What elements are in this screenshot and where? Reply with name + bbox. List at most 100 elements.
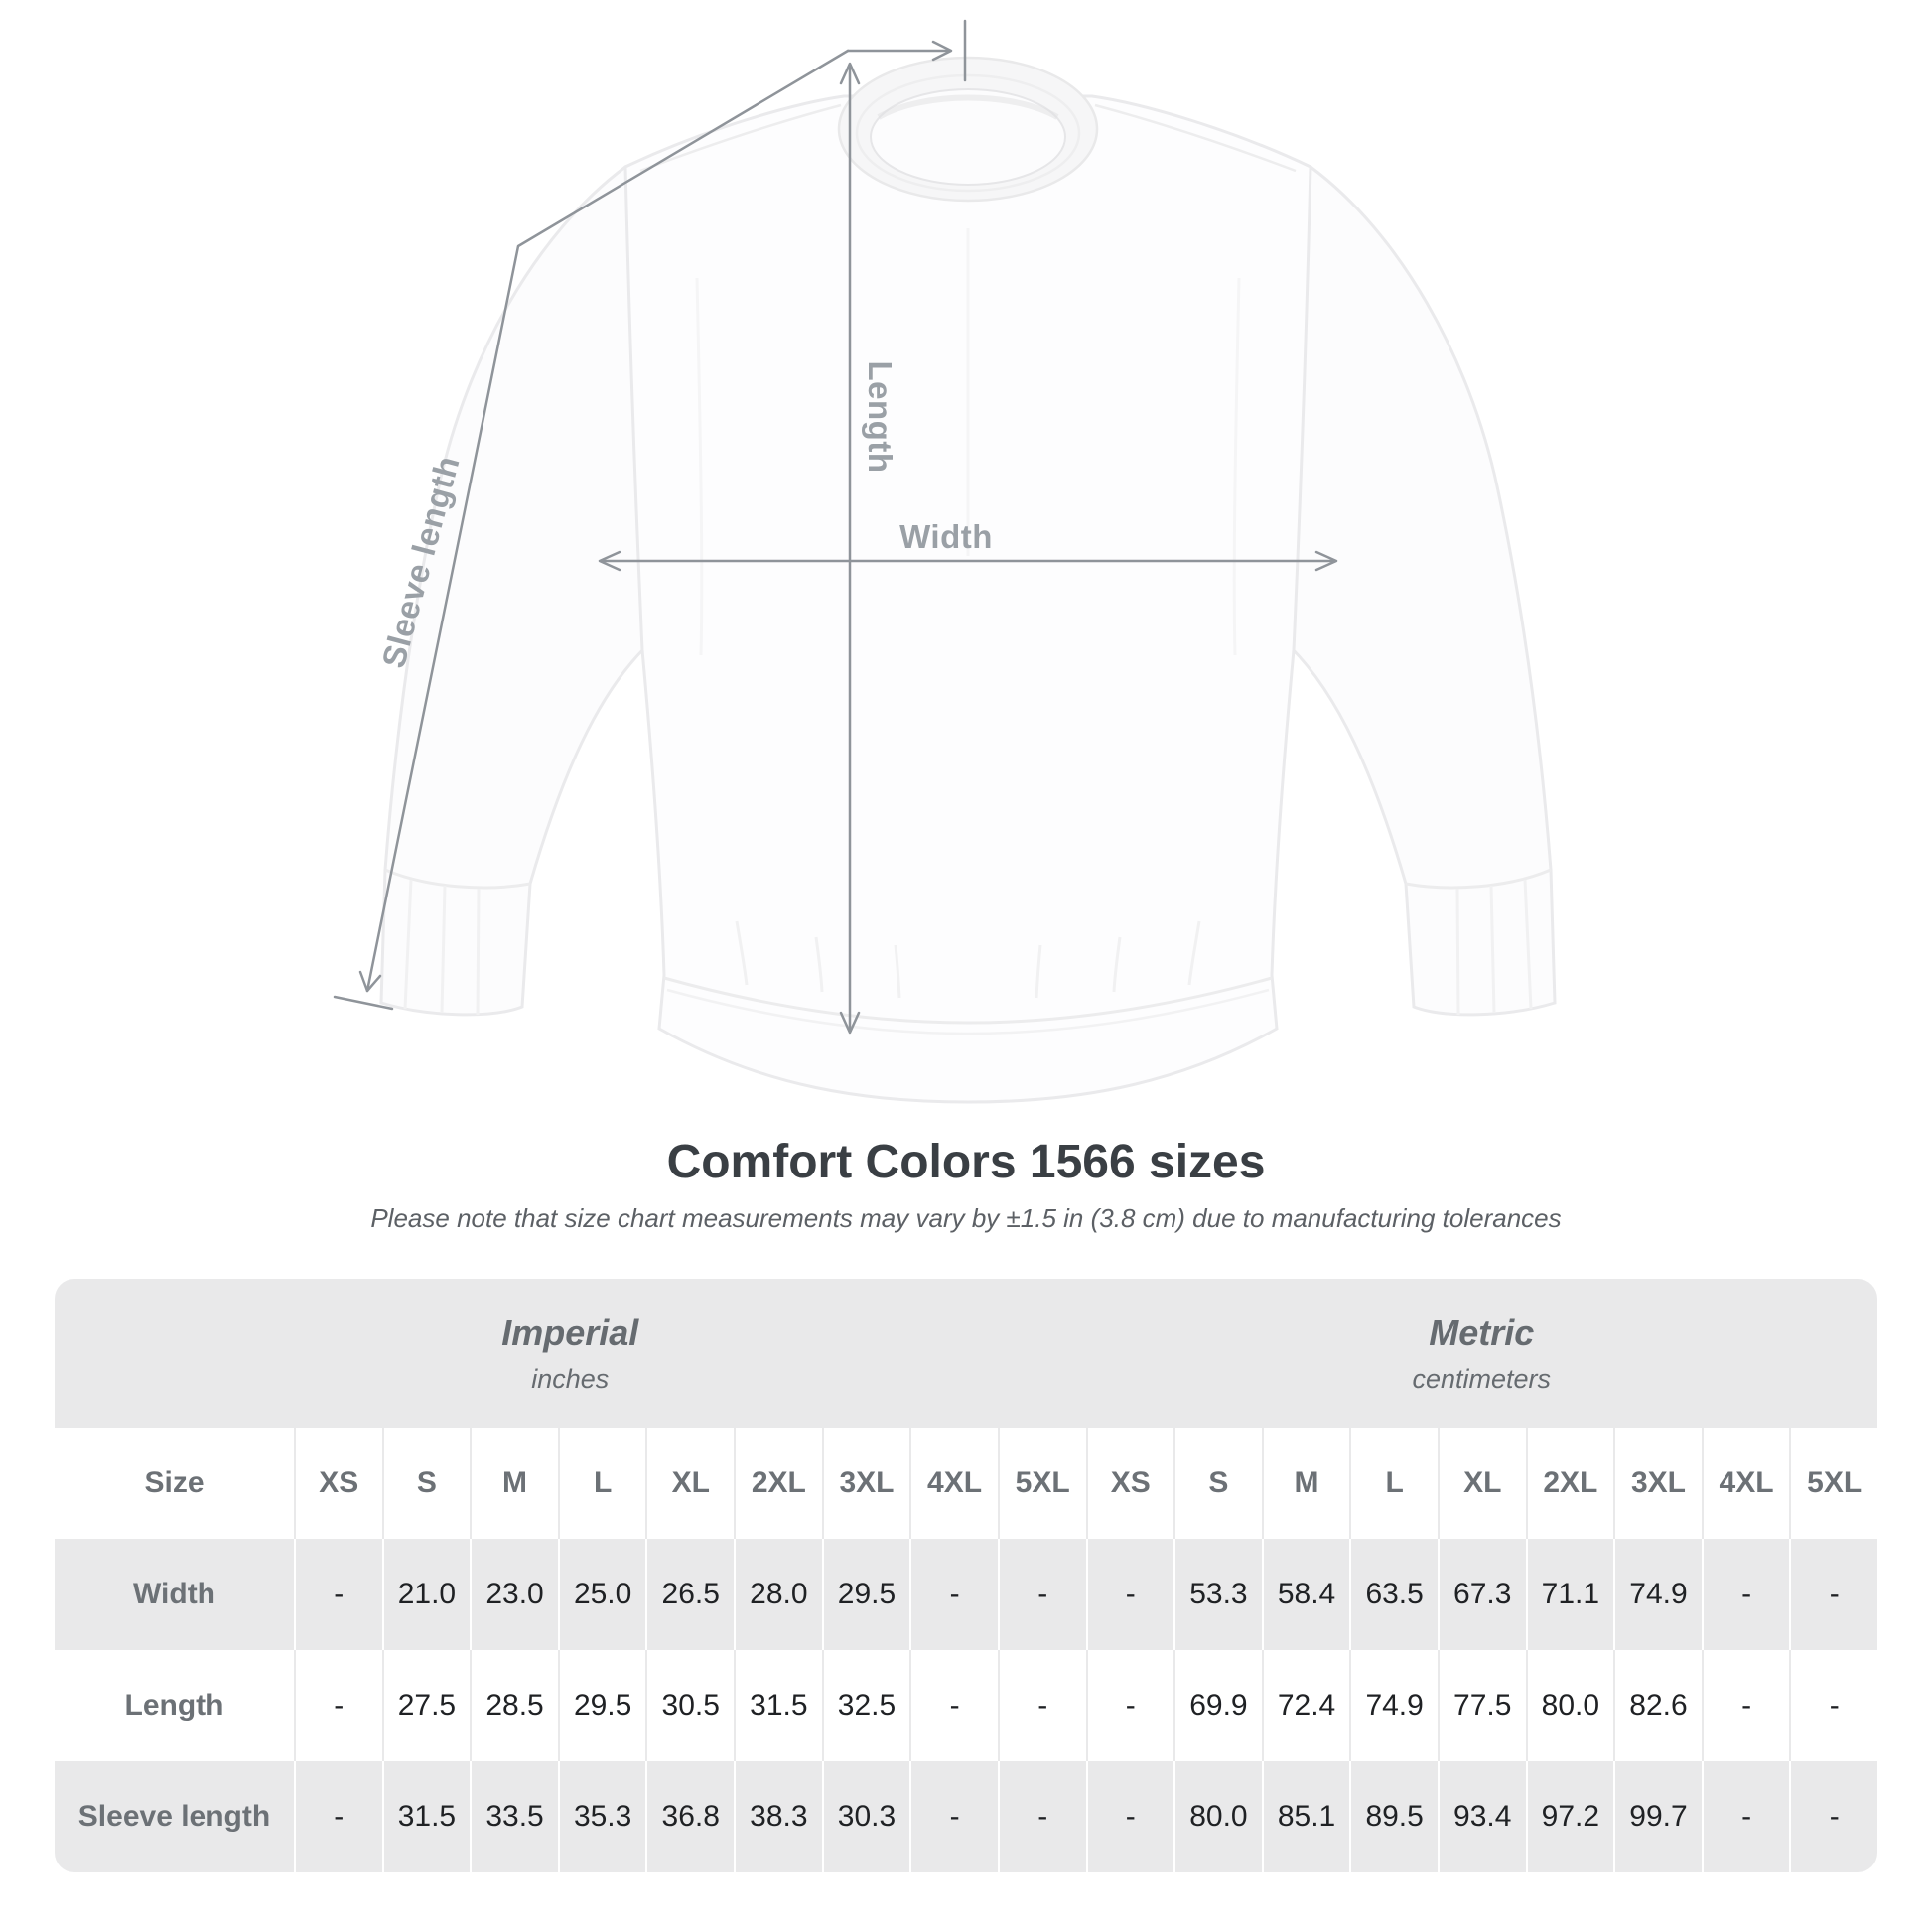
col-header-metric-2xl: 2XL	[1525, 1428, 1614, 1539]
table-cell: -	[997, 1539, 1086, 1650]
size-header-row: Size XS S M L XL 2XL 3XL 4XL 5XL XS S M …	[55, 1428, 1877, 1539]
table-cell: 93.4	[1437, 1761, 1526, 1872]
length-measurement-label: Length	[862, 360, 898, 474]
metric-unit: centimeters	[1412, 1363, 1552, 1394]
table-cell: 58.4	[1261, 1539, 1350, 1650]
sleeve-length-arrow	[358, 970, 382, 993]
table-cell: -	[294, 1539, 382, 1650]
length-arrow-bottom	[839, 1011, 861, 1035]
table-cell: -	[1701, 1539, 1790, 1650]
sleeve-length-line	[365, 49, 850, 993]
table-cell: 77.5	[1437, 1650, 1526, 1761]
table-row-sleeve-length: Sleeve length - 31.5 33.5 35.3 36.8 38.3…	[55, 1761, 1877, 1872]
col-header-metric-xs: XS	[1085, 1428, 1174, 1539]
table-cell: 82.6	[1613, 1650, 1702, 1761]
table-cell: 36.8	[645, 1761, 734, 1872]
col-header-metric-s: S	[1173, 1428, 1262, 1539]
unit-band: Imperial inches Metric centimeters	[55, 1279, 1877, 1428]
col-header-metric-xl: XL	[1437, 1428, 1526, 1539]
right-cuff-seam	[1405, 868, 1552, 890]
body	[623, 94, 1312, 1104]
table-cell: 72.4	[1261, 1650, 1350, 1761]
col-header-imperial-4xl: 4XL	[909, 1428, 998, 1539]
table-cell: -	[1789, 1650, 1877, 1761]
table-cell: 31.5	[381, 1761, 471, 1872]
table-cell: 30.5	[645, 1650, 734, 1761]
width-arrow-right	[1314, 550, 1338, 572]
table-cell: 28.0	[734, 1539, 822, 1650]
row-label: Length	[124, 1689, 224, 1722]
body-creases	[695, 227, 1241, 656]
table-cell: 67.3	[1437, 1539, 1526, 1650]
table-cell: 80.0	[1173, 1761, 1262, 1872]
imperial-label: Imperial	[501, 1311, 639, 1353]
col-header-metric-3xl: 3XL	[1613, 1428, 1702, 1539]
collar-inner	[870, 88, 1066, 186]
table-cell: -	[997, 1650, 1086, 1761]
table-cell: -	[1789, 1539, 1877, 1650]
table-cell: 38.3	[734, 1761, 822, 1872]
imperial-unit: inches	[531, 1363, 610, 1394]
col-header-imperial-5xl: 5XL	[997, 1428, 1086, 1539]
collar-inner-shadow	[877, 94, 1059, 120]
table-cell: -	[294, 1650, 382, 1761]
size-column-header: Size	[144, 1466, 205, 1499]
sleeve-length-tick	[333, 995, 394, 1011]
left-cuff-ribs	[403, 879, 481, 1016]
table-cell: -	[1085, 1761, 1174, 1872]
table-cell: -	[1085, 1539, 1174, 1650]
left-cuff-seam	[384, 868, 531, 890]
table-cell: 69.9	[1173, 1650, 1262, 1761]
table-cell: -	[294, 1761, 382, 1872]
sweatshirt-illustration	[333, 19, 1557, 1104]
width-measurement-label: Width	[899, 518, 993, 555]
table-cell: 53.3	[1173, 1539, 1262, 1650]
col-header-metric-4xl: 4XL	[1701, 1428, 1790, 1539]
table-cell: 71.1	[1525, 1539, 1614, 1650]
waistband-seam-2	[666, 988, 1270, 1035]
table-cell: 85.1	[1261, 1761, 1350, 1872]
table-cell: -	[909, 1650, 998, 1761]
sweatshirt-diagram: Length Width Sleeve length	[333, 19, 1557, 1104]
col-header-imperial-s: S	[381, 1428, 471, 1539]
table-cell: 97.2	[1525, 1761, 1614, 1872]
row-label: Width	[132, 1578, 216, 1610]
table-cell: 29.5	[557, 1650, 646, 1761]
table-cell: 26.5	[645, 1539, 734, 1650]
table-cell: 30.3	[821, 1761, 910, 1872]
row-label: Sleeve length	[77, 1800, 271, 1833]
col-header-metric-m: M	[1261, 1428, 1350, 1539]
table-cell: 99.7	[1613, 1761, 1702, 1872]
tolerance-note: Please note that size chart measurements…	[370, 1203, 1562, 1233]
col-header-imperial-m: M	[470, 1428, 558, 1539]
table-cell: 28.5	[470, 1650, 558, 1761]
col-header-imperial-l: L	[557, 1428, 646, 1539]
size-table: Imperial inches Metric centimeters Size …	[55, 1279, 1877, 1872]
table-cell: 23.0	[470, 1539, 558, 1650]
table-cell: 21.0	[381, 1539, 471, 1650]
measurement-lines	[333, 19, 1338, 1035]
table-cell: -	[909, 1539, 998, 1650]
table-cell: 31.5	[734, 1650, 822, 1761]
table-cell: 74.9	[1613, 1539, 1702, 1650]
table-row-length: Length - 27.5 28.5 29.5 30.5 31.5 32.5 -…	[55, 1650, 1877, 1761]
width-arrow-left	[598, 550, 621, 572]
right-cuff-ribs	[1455, 879, 1533, 1016]
table-cell: 25.0	[557, 1539, 646, 1650]
table-cell: 89.5	[1349, 1761, 1438, 1872]
metric-group-header: Metric centimeters	[1086, 1279, 1878, 1428]
table-cell: 80.0	[1525, 1650, 1614, 1761]
page-title: Comfort Colors 1566 sizes	[666, 1136, 1266, 1188]
heading: Comfort Colors 1566 sizes Please note th…	[0, 1136, 1932, 1235]
col-header-imperial-2xl: 2XL	[734, 1428, 822, 1539]
metric-label: Metric	[1429, 1311, 1535, 1353]
col-header-metric-l: L	[1349, 1428, 1438, 1539]
table-cell: -	[1701, 1650, 1790, 1761]
col-header-imperial-xl: XL	[645, 1428, 734, 1539]
collar-seam	[855, 73, 1081, 193]
top-reference-arrow	[931, 40, 953, 62]
table-cell: 32.5	[821, 1650, 910, 1761]
table-cell: -	[909, 1761, 998, 1872]
hem-gathers	[735, 920, 1201, 999]
